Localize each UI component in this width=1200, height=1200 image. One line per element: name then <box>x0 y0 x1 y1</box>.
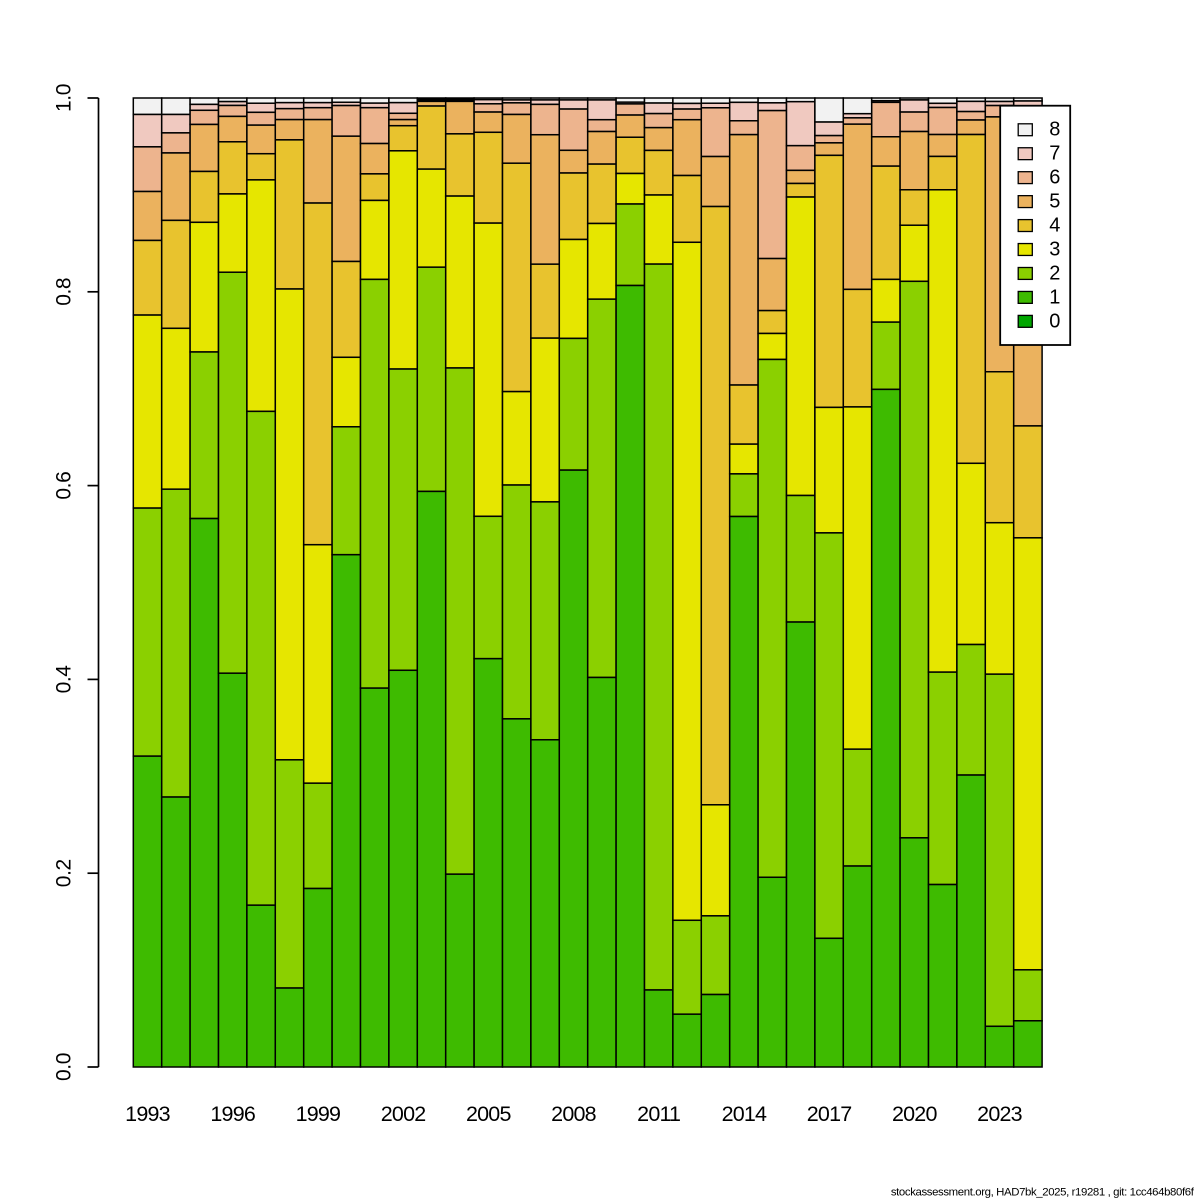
svg-text:0.2: 0.2 <box>52 859 75 887</box>
svg-text:2014: 2014 <box>722 1102 767 1126</box>
svg-text:2008: 2008 <box>551 1102 596 1126</box>
svg-text:1993: 1993 <box>125 1102 170 1126</box>
svg-text:8: 8 <box>1049 119 1060 141</box>
svg-text:stockassessment.org, HAD7bk_20: stockassessment.org, HAD7bk_2025, r19281… <box>891 1187 1195 1199</box>
svg-text:2011: 2011 <box>637 1102 680 1126</box>
svg-text:4: 4 <box>1049 215 1060 237</box>
svg-text:7: 7 <box>1049 143 1060 165</box>
svg-text:0: 0 <box>1049 310 1060 332</box>
svg-text:2023: 2023 <box>977 1102 1022 1126</box>
svg-text:1999: 1999 <box>296 1102 341 1126</box>
svg-text:0.6: 0.6 <box>52 472 75 500</box>
svg-text:1.0: 1.0 <box>52 84 75 112</box>
svg-text:2017: 2017 <box>807 1102 852 1126</box>
svg-text:2: 2 <box>1049 262 1060 284</box>
svg-text:0.0: 0.0 <box>52 1053 75 1081</box>
svg-text:3: 3 <box>1049 238 1060 260</box>
svg-text:6: 6 <box>1049 167 1060 189</box>
svg-text:5: 5 <box>1049 191 1060 213</box>
svg-text:0.4: 0.4 <box>52 665 75 694</box>
svg-text:0.8: 0.8 <box>52 278 75 306</box>
svg-text:2002: 2002 <box>381 1102 426 1126</box>
svg-text:1996: 1996 <box>210 1102 255 1126</box>
svg-text:1: 1 <box>1049 286 1060 308</box>
svg-text:2005: 2005 <box>466 1102 511 1126</box>
svg-text:2020: 2020 <box>892 1102 937 1126</box>
